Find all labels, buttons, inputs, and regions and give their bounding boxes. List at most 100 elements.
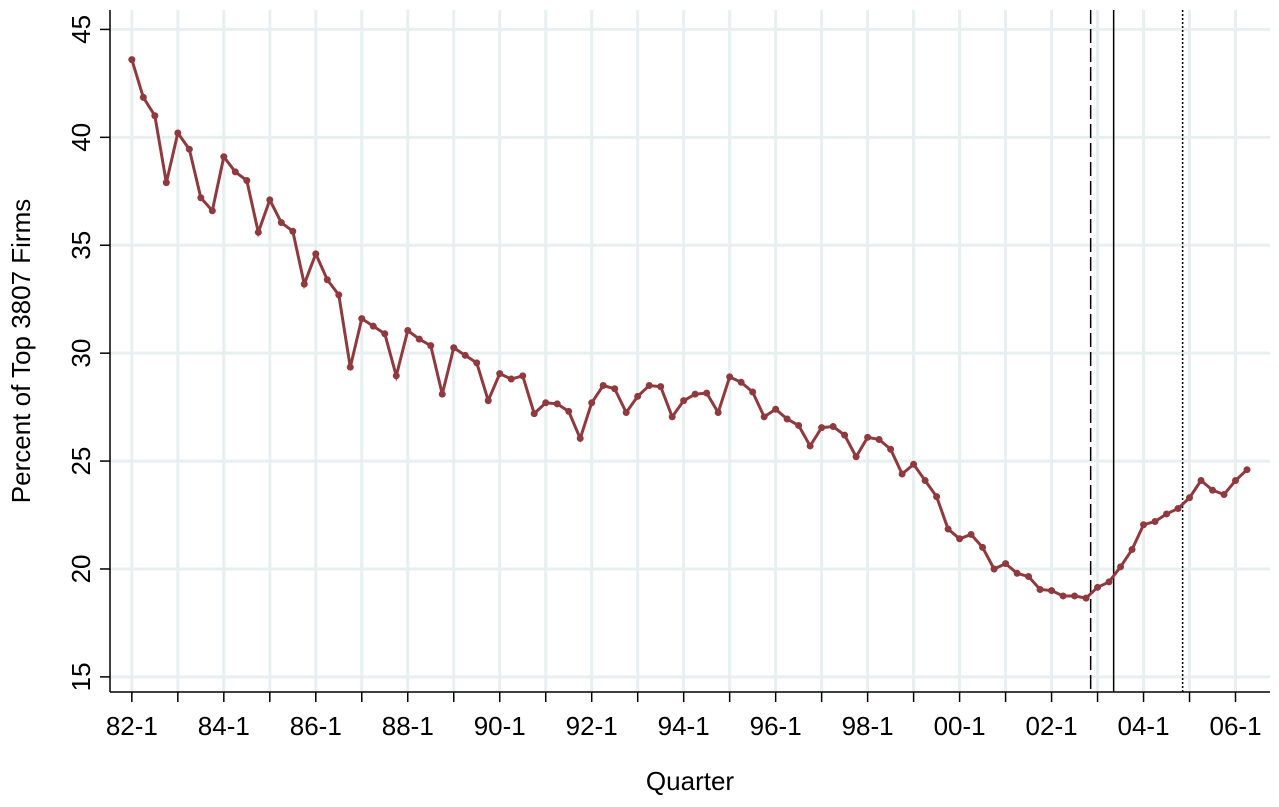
point xyxy=(680,397,688,405)
point xyxy=(128,56,136,64)
x-axis-label: Quarter xyxy=(646,766,734,796)
point xyxy=(542,399,550,407)
point xyxy=(1013,569,1021,577)
x-tick-label: 88-1 xyxy=(382,711,434,741)
point xyxy=(174,129,182,137)
point xyxy=(1174,505,1182,513)
x-tick-label: 04-1 xyxy=(1118,711,1170,741)
point xyxy=(599,382,607,390)
x-tick-label: 92-1 xyxy=(566,711,618,741)
point xyxy=(254,228,262,236)
x-tick-label: 06-1 xyxy=(1209,711,1261,741)
point xyxy=(381,330,389,338)
point xyxy=(1243,466,1251,474)
point xyxy=(427,342,435,350)
point xyxy=(450,344,458,352)
x-tick-label: 96-1 xyxy=(750,711,802,741)
point xyxy=(565,407,573,415)
x-tick-label: 82-1 xyxy=(106,711,158,741)
point xyxy=(818,424,826,432)
point xyxy=(266,196,274,204)
point xyxy=(576,434,584,442)
point xyxy=(622,409,630,417)
x-tick-label: 84-1 xyxy=(198,711,250,741)
series-line xyxy=(130,59,1249,600)
point xyxy=(588,399,596,407)
point xyxy=(795,421,803,429)
point xyxy=(645,382,653,390)
point xyxy=(220,153,228,161)
x-tick-label: 90-1 xyxy=(474,711,526,741)
point xyxy=(898,470,906,478)
y-tick-label: 35 xyxy=(66,231,96,260)
point xyxy=(1002,560,1010,568)
point xyxy=(887,445,895,453)
point xyxy=(1048,587,1056,595)
point xyxy=(864,433,872,441)
point xyxy=(530,410,538,418)
y-axis-label: Percent of Top 3807 Firms xyxy=(6,199,36,503)
point xyxy=(634,392,642,400)
point xyxy=(829,423,837,431)
point xyxy=(726,373,734,381)
point xyxy=(1197,476,1205,484)
point xyxy=(335,291,343,299)
point xyxy=(392,372,400,380)
point xyxy=(783,415,791,423)
point xyxy=(1163,510,1171,518)
x-tick-label: 98-1 xyxy=(842,711,894,741)
point xyxy=(231,168,239,176)
point xyxy=(1220,491,1228,499)
x-tick-label: 02-1 xyxy=(1026,711,1078,741)
point xyxy=(1128,546,1136,554)
point xyxy=(496,370,504,378)
y-tick-label: 20 xyxy=(66,555,96,584)
point xyxy=(369,322,377,330)
y-tick-label: 30 xyxy=(66,339,96,368)
point xyxy=(346,363,354,371)
point xyxy=(657,383,665,391)
point xyxy=(438,390,446,398)
point xyxy=(139,93,147,101)
point xyxy=(358,315,366,323)
point xyxy=(875,435,883,443)
point xyxy=(1186,494,1194,502)
point xyxy=(1232,476,1240,484)
point xyxy=(461,351,469,359)
point xyxy=(553,400,561,408)
point xyxy=(611,385,619,393)
point xyxy=(910,460,918,468)
point xyxy=(1105,578,1113,586)
point xyxy=(185,145,193,153)
point xyxy=(1117,563,1125,571)
point xyxy=(749,388,757,396)
y-tick-label: 40 xyxy=(66,123,96,152)
point xyxy=(760,413,768,421)
point xyxy=(921,476,929,484)
point xyxy=(933,493,941,501)
point xyxy=(323,276,331,284)
point xyxy=(507,375,515,383)
point xyxy=(1036,585,1044,593)
point xyxy=(277,219,285,227)
point xyxy=(162,179,170,187)
point xyxy=(1209,486,1217,494)
point xyxy=(1151,518,1159,525)
point xyxy=(967,530,975,538)
point xyxy=(473,359,481,367)
y-tick-label: 25 xyxy=(66,447,96,476)
point xyxy=(979,543,987,551)
point xyxy=(300,280,308,288)
point xyxy=(519,372,527,380)
point xyxy=(1082,594,1090,602)
point xyxy=(1094,583,1102,591)
point xyxy=(197,194,205,202)
point xyxy=(806,442,814,450)
point xyxy=(415,335,423,343)
point xyxy=(208,207,216,215)
x-tick-label: 94-1 xyxy=(658,711,710,741)
point xyxy=(772,405,780,413)
point xyxy=(484,397,492,405)
point xyxy=(151,112,159,120)
